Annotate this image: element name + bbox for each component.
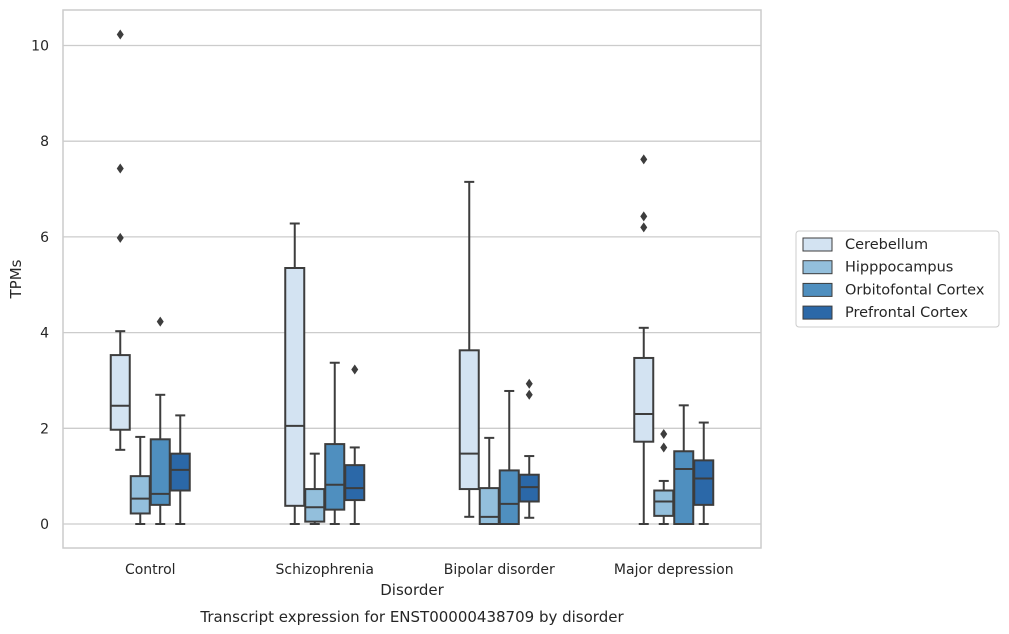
box-iqr bbox=[458, 349, 480, 491]
outlier-point bbox=[640, 222, 648, 233]
x-tick-label: Control bbox=[125, 562, 176, 578]
y-tick-label-4: 4 bbox=[40, 326, 49, 342]
box-iqr bbox=[304, 488, 326, 523]
y-tick-labels: 0 2 4 6 8 10 bbox=[31, 39, 49, 534]
legend-swatch bbox=[802, 237, 833, 252]
legend-swatch bbox=[802, 305, 833, 320]
box-prefrontal-cortex bbox=[344, 364, 366, 525]
outlier-point bbox=[156, 316, 164, 327]
box-iqr bbox=[149, 438, 171, 506]
x-axis-label: Disorder bbox=[380, 581, 444, 599]
box-iqr bbox=[673, 450, 695, 526]
box-iqr bbox=[324, 443, 346, 511]
outlier-point bbox=[640, 211, 648, 222]
y-tick-label-6: 6 bbox=[40, 230, 49, 246]
outlier-point bbox=[640, 154, 648, 165]
y-tick-label-8: 8 bbox=[40, 134, 49, 150]
legend-label: Orbitofontal Cortex bbox=[845, 282, 985, 298]
y-tick-label-0: 0 bbox=[40, 517, 49, 533]
box-prefrontal-cortex bbox=[693, 421, 715, 525]
box-iqr bbox=[653, 489, 675, 517]
x-tick-label: Schizophrenia bbox=[276, 562, 374, 578]
x-tick-label: Major depression bbox=[614, 562, 734, 578]
box-hipppocampus bbox=[304, 452, 326, 525]
box-prefrontal-cortex bbox=[169, 414, 191, 525]
box-orbitofontal-cortex bbox=[324, 361, 346, 525]
box-iqr bbox=[109, 354, 131, 431]
box-iqr bbox=[284, 267, 306, 507]
legend-frame bbox=[795, 230, 1000, 328]
outlier-point bbox=[660, 442, 668, 453]
outlier-point bbox=[116, 29, 124, 40]
box-cerebellum bbox=[284, 222, 306, 525]
legend-label: Cerebellum bbox=[845, 237, 928, 253]
y-axis-label: TPMs bbox=[7, 259, 25, 299]
box-iqr bbox=[693, 459, 715, 506]
outlier-point bbox=[525, 389, 533, 400]
box-prefrontal-cortex bbox=[518, 378, 540, 519]
plot-area-frame bbox=[62, 9, 762, 549]
outlier-point bbox=[525, 378, 533, 389]
box-iqr bbox=[498, 469, 520, 525]
box-iqr bbox=[344, 464, 366, 502]
outlier-point bbox=[116, 163, 124, 174]
legend-swatch bbox=[802, 282, 833, 297]
box-cerebellum bbox=[458, 180, 480, 518]
x-tick-labels: Control Schizophrenia Bipolar disorder Majo… bbox=[125, 562, 734, 578]
box-orbitofontal-cortex bbox=[149, 316, 171, 525]
y-tick-label-10: 10 bbox=[31, 39, 49, 55]
box-iqr bbox=[169, 452, 191, 492]
x-tick-label: Bipolar disorder bbox=[444, 562, 555, 578]
box-hipppocampus bbox=[653, 429, 675, 525]
box-cerebellum bbox=[633, 154, 655, 525]
box-iqr bbox=[129, 475, 151, 515]
box-cerebellum bbox=[109, 29, 131, 451]
outlier-point bbox=[660, 429, 668, 440]
legend-label: Hipppocampus bbox=[845, 260, 953, 276]
legend: Cerebellum Hipppocampus Orbitofontal Corte… bbox=[795, 230, 1000, 328]
box-series bbox=[109, 29, 715, 526]
outlier-point bbox=[116, 232, 124, 243]
legend-swatch bbox=[802, 260, 833, 275]
box-iqr bbox=[478, 487, 500, 525]
legend-label: Prefrontal Cortex bbox=[845, 305, 968, 321]
y-tick-label-2: 2 bbox=[40, 421, 49, 437]
box-iqr bbox=[633, 356, 655, 443]
chart-caption: Transcript expression for ENST0000043870… bbox=[199, 608, 624, 626]
outlier-point bbox=[351, 364, 359, 375]
